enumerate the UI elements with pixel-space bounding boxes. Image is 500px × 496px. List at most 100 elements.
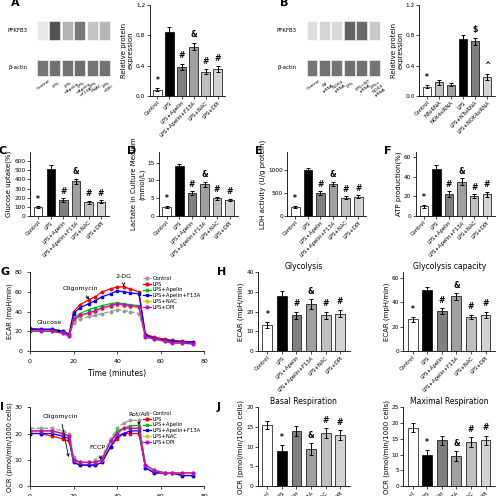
FancyBboxPatch shape <box>356 60 368 76</box>
Bar <box>213 198 222 216</box>
Bar <box>483 77 492 96</box>
Bar <box>277 296 287 351</box>
Bar <box>458 182 466 216</box>
FancyBboxPatch shape <box>319 21 330 40</box>
Text: #: # <box>337 418 344 427</box>
FancyBboxPatch shape <box>306 60 318 76</box>
Text: *: * <box>280 433 284 441</box>
Text: #: # <box>318 180 324 189</box>
Bar <box>482 194 491 216</box>
Bar <box>470 196 478 216</box>
Bar <box>452 456 462 486</box>
Text: #: # <box>322 416 329 425</box>
Text: #: # <box>202 57 208 66</box>
FancyBboxPatch shape <box>74 60 85 76</box>
FancyBboxPatch shape <box>50 21 60 40</box>
Text: &: & <box>453 281 460 290</box>
FancyBboxPatch shape <box>74 21 85 40</box>
Text: #: # <box>468 425 474 434</box>
Bar <box>202 72 209 96</box>
FancyBboxPatch shape <box>62 21 73 40</box>
FancyBboxPatch shape <box>332 60 342 76</box>
FancyBboxPatch shape <box>62 60 73 76</box>
Title: Basal Respiration: Basal Respiration <box>270 397 337 406</box>
Text: LPS+NT
siRNA: LPS+NT siRNA <box>355 78 374 95</box>
Text: &: & <box>201 170 208 179</box>
Title: Glycolysis capacity: Glycolysis capacity <box>412 262 486 271</box>
Text: #: # <box>355 184 362 192</box>
Bar <box>84 202 93 216</box>
Bar <box>320 433 330 486</box>
Y-axis label: OCR (pmol/min/1000 cells): OCR (pmol/min/1000 cells) <box>6 402 13 492</box>
Bar <box>452 297 462 351</box>
Text: D: D <box>127 146 136 156</box>
Text: #: # <box>337 298 344 307</box>
Bar <box>480 440 490 486</box>
Bar <box>354 197 362 216</box>
Text: #: # <box>178 52 184 61</box>
Text: &: & <box>330 170 336 179</box>
Bar <box>466 442 476 486</box>
Text: &: & <box>458 167 465 176</box>
Bar <box>444 194 454 216</box>
Bar <box>320 315 330 351</box>
Bar <box>97 202 106 216</box>
Bar <box>432 169 440 216</box>
Text: #: # <box>482 424 488 433</box>
Y-axis label: OCR (pmol/min/1000 cells): OCR (pmol/min/1000 cells) <box>383 400 390 494</box>
Text: #: # <box>446 180 452 189</box>
Text: LPS
+DPI: LPS +DPI <box>100 80 114 93</box>
Text: *: * <box>165 194 168 203</box>
Y-axis label: OCR (pmol/min/1000 cells): OCR (pmol/min/1000 cells) <box>238 400 244 494</box>
Text: Control: Control <box>306 79 320 91</box>
Text: NOX4
siRNA: NOX4 siRNA <box>332 79 347 94</box>
Text: #: # <box>342 185 349 193</box>
Text: #: # <box>188 180 195 188</box>
Text: #: # <box>86 189 92 198</box>
Text: PFKFB3: PFKFB3 <box>8 28 28 33</box>
FancyBboxPatch shape <box>356 21 368 40</box>
Text: LPS
+NAC: LPS +NAC <box>87 79 102 94</box>
Text: #: # <box>60 186 66 195</box>
Text: Oligomycin: Oligomycin <box>62 286 98 299</box>
Text: &: & <box>453 439 460 448</box>
Bar <box>46 169 55 216</box>
Bar <box>335 313 345 351</box>
FancyBboxPatch shape <box>344 60 355 76</box>
Y-axis label: Glucose uptake(%): Glucose uptake(%) <box>6 151 12 217</box>
Bar <box>166 32 173 96</box>
FancyBboxPatch shape <box>369 60 380 76</box>
Text: *: * <box>411 305 414 314</box>
Bar <box>178 67 186 96</box>
Text: *: * <box>266 310 270 319</box>
Text: &: & <box>190 30 197 39</box>
Bar <box>420 206 428 216</box>
Text: &: & <box>308 431 314 439</box>
Text: 2-DG: 2-DG <box>116 274 132 285</box>
Bar <box>466 317 476 351</box>
Text: C: C <box>0 146 6 156</box>
FancyBboxPatch shape <box>319 60 330 76</box>
Text: J: J <box>216 402 220 413</box>
Text: #: # <box>214 54 221 62</box>
Text: #: # <box>471 183 478 192</box>
Bar <box>423 87 431 96</box>
Bar <box>306 304 316 351</box>
Text: B: B <box>280 0 289 7</box>
Bar <box>34 207 42 216</box>
Bar <box>277 450 287 486</box>
Bar <box>190 47 198 96</box>
Bar <box>471 41 480 96</box>
Text: &: & <box>72 167 80 176</box>
Text: LPS
+Apelin: LPS +Apelin <box>60 78 80 95</box>
Text: LPS: LPS <box>52 81 60 89</box>
FancyBboxPatch shape <box>37 60 48 76</box>
FancyBboxPatch shape <box>344 21 355 40</box>
Text: *: * <box>425 73 429 82</box>
Bar <box>304 171 312 216</box>
Bar <box>422 290 432 351</box>
Text: *: * <box>426 437 429 447</box>
Bar <box>408 428 418 486</box>
FancyBboxPatch shape <box>87 21 98 40</box>
Bar <box>459 39 467 96</box>
